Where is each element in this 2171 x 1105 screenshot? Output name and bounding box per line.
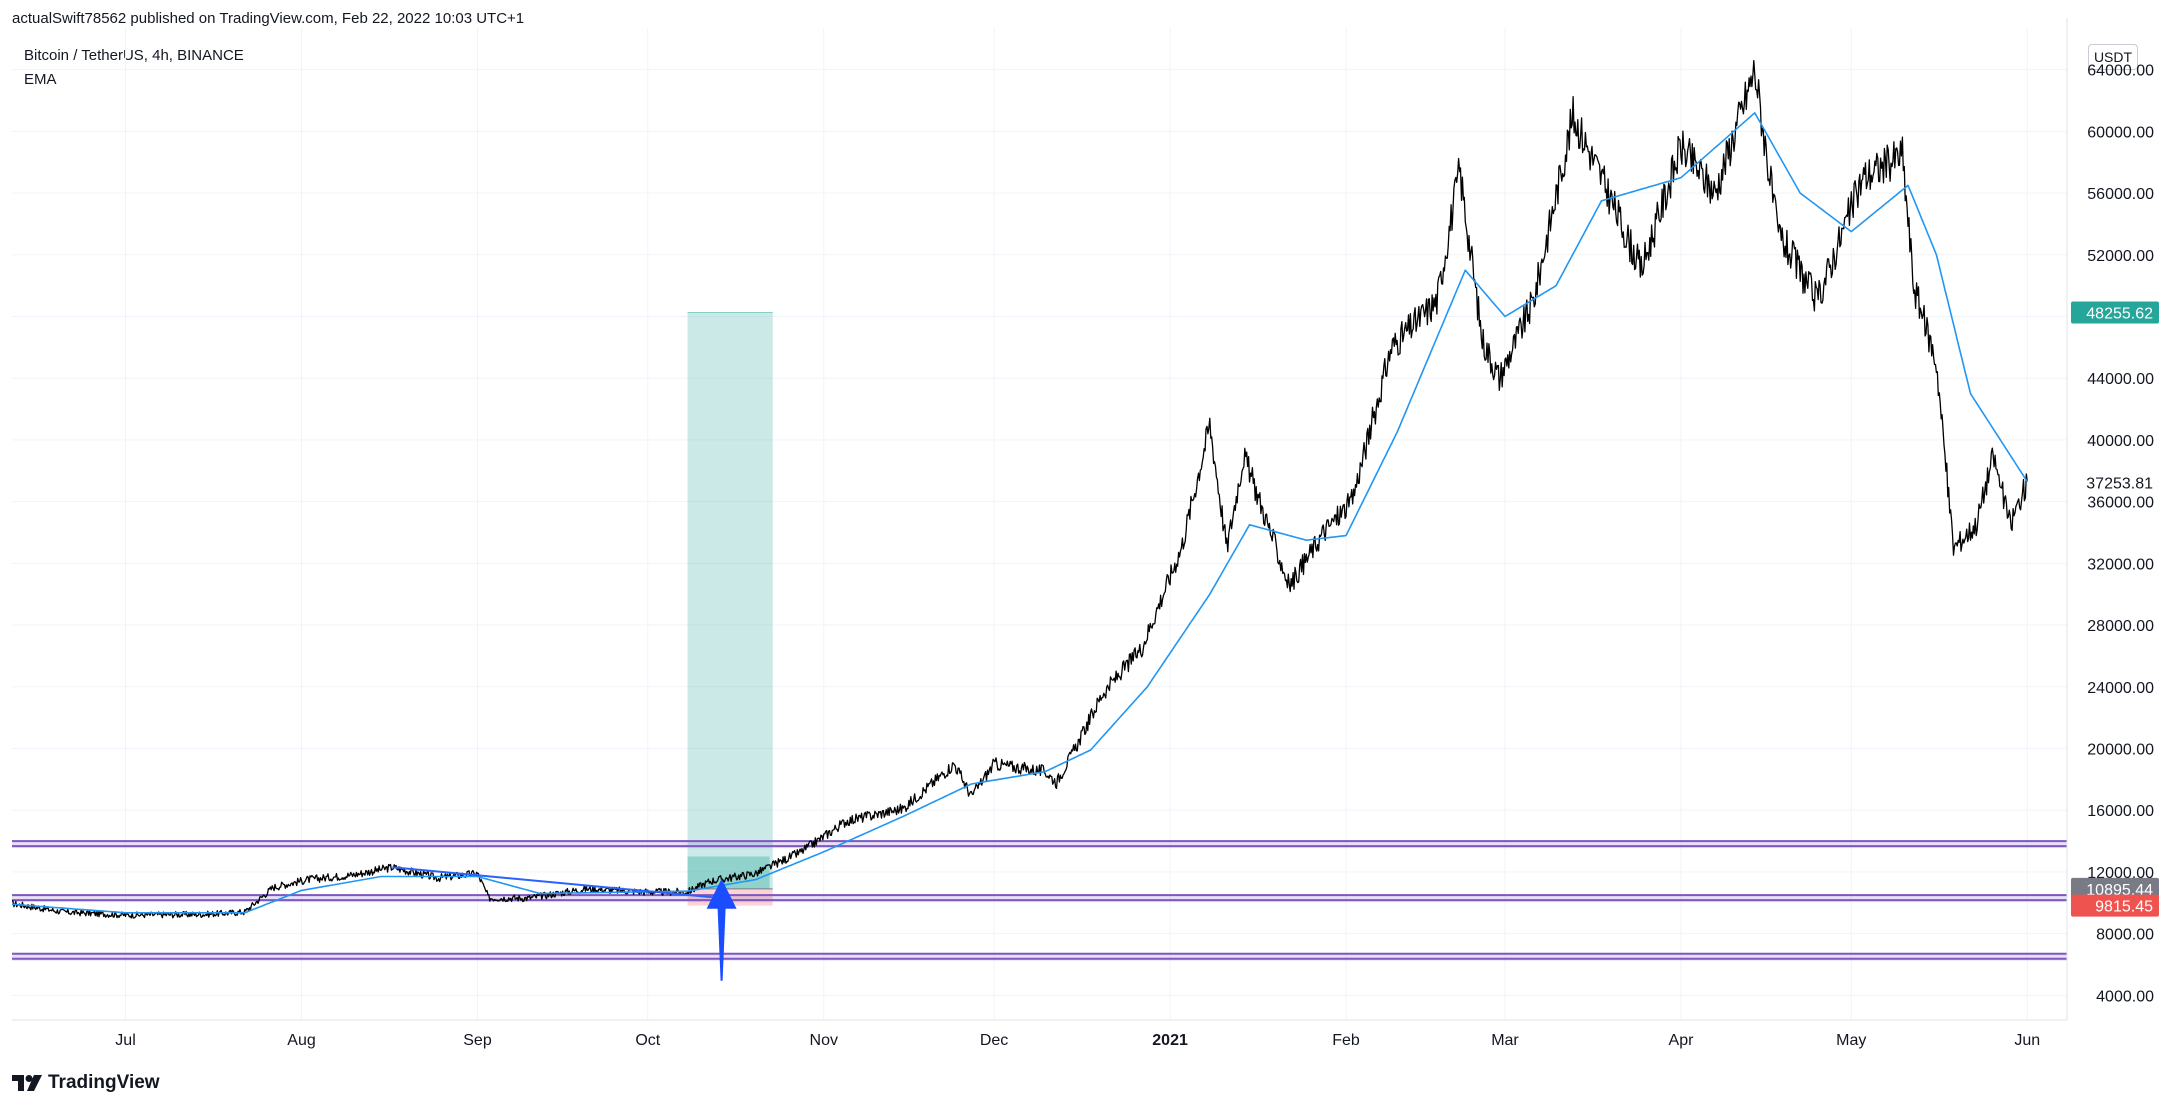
y-tick-label: 64000.00 [2087,63,2154,80]
price-tag [2071,301,2159,324]
ema-series-line [11,112,2028,914]
level-band [12,894,2067,903]
publish-line: actualSwift78562 published on TradingVie… [12,10,525,27]
price-tag [2071,894,2159,917]
level-band [12,952,2067,961]
symbol-title[interactable]: Bitcoin / TetherUS, 4h, BINANCE [24,47,244,64]
price-tag [2071,877,2159,900]
price-tag-label: 37253.81 [2086,475,2153,492]
brand-name: TradingView [48,1072,160,1093]
x-tick-label: Jul [115,1032,135,1049]
x-tick-label: 2021 [1152,1032,1188,1049]
position-target-zone [687,312,773,889]
currency-button[interactable]: USDT [2088,44,2138,70]
x-tick-label: Sep [463,1032,492,1049]
price-chart[interactable]: 64000.0060000.0056000.0052000.0048000.00… [0,0,2171,1060]
x-tick-label: Jun [2014,1032,2040,1049]
indicator-label[interactable]: EMA [24,71,57,88]
x-tick-label: Aug [287,1032,315,1049]
trendline [392,866,722,900]
grid-layer [12,28,2067,1020]
x-tick-label: Feb [1332,1032,1360,1049]
y-tick-label: 12000.00 [2087,865,2154,882]
y-tick-label: 20000.00 [2087,741,2154,758]
brand-logo[interactable]: TradingView [12,1070,160,1096]
x-tick-label: Oct [635,1032,660,1049]
level-band [12,840,2067,849]
x-tick-label: Nov [810,1032,838,1049]
y-tick-label: 32000.00 [2087,556,2154,573]
y-tick-label: 52000.00 [2087,248,2154,265]
price-tag [2071,471,2159,494]
y-tick-label: 44000.00 [2087,371,2154,388]
y-tick-label: 60000.00 [2087,124,2154,141]
y-tick-label: 8000.00 [2096,927,2154,944]
price-series-line [11,59,2028,919]
annotations [392,866,737,981]
horizontal-levels [12,840,2067,961]
tradingview-logo-icon [12,1075,42,1091]
up-arrow-annotation [706,878,737,981]
long-position-tool [687,312,773,906]
x-tick-label: Mar [1491,1032,1519,1049]
y-tick-label: 56000.00 [2087,186,2154,203]
price-tag-label: 9815.45 [2095,899,2153,916]
x-tick-label: Dec [980,1032,1008,1049]
y-tick-label: 24000.00 [2087,680,2154,697]
x-tick-label: Apr [1669,1032,1695,1049]
y-tick-label: 4000.00 [2096,988,2154,1005]
time-axis: Jul Aug Sep Oct Nov Dec 2021 Feb Mar Apr May Jun [12,1019,2067,1049]
y-tick-label: 36000.00 [2087,495,2154,512]
y-tick-label: 16000.00 [2087,803,2154,820]
price-tag-label: 48255.62 [2086,306,2153,323]
price-axis: 64000.0060000.0056000.0052000.0048000.00… [2066,18,2154,1020]
y-tick-label: 28000.00 [2087,618,2154,635]
x-tick-label: May [1836,1032,1866,1049]
y-tick-label: 40000.00 [2087,433,2154,450]
series-layer [11,59,2028,919]
